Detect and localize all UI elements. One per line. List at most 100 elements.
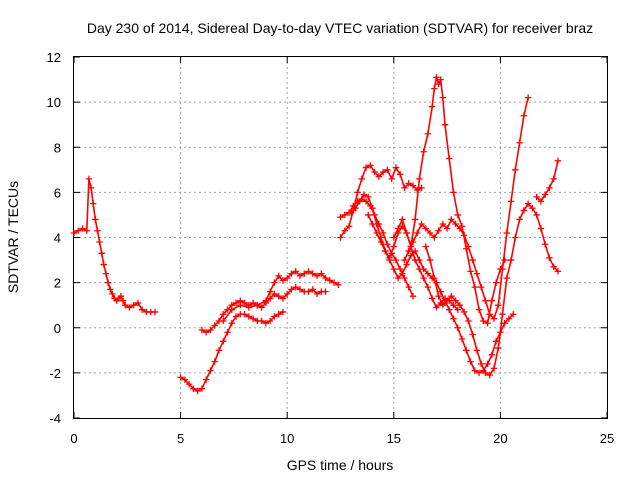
series-pass-4 bbox=[220, 268, 342, 325]
data-point bbox=[322, 288, 329, 295]
data-point bbox=[102, 270, 110, 277]
data-point bbox=[369, 220, 376, 228]
data-point bbox=[296, 272, 304, 280]
data-point bbox=[478, 360, 485, 368]
data-point bbox=[379, 168, 387, 176]
data-point bbox=[365, 211, 372, 219]
data-point bbox=[121, 301, 129, 309]
data-point bbox=[232, 299, 240, 307]
data-point bbox=[420, 265, 427, 273]
data-point bbox=[424, 130, 432, 137]
series-line bbox=[201, 286, 327, 334]
series-pass-9 bbox=[390, 74, 508, 327]
data-point bbox=[70, 229, 78, 237]
data-point bbox=[382, 247, 389, 255]
data-point bbox=[258, 317, 265, 325]
data-point bbox=[554, 268, 562, 275]
data-point bbox=[448, 216, 455, 223]
data-point bbox=[435, 292, 442, 300]
data-point bbox=[89, 200, 97, 207]
data-point bbox=[524, 94, 532, 101]
series-pass-1 bbox=[70, 175, 159, 316]
data-point bbox=[207, 367, 214, 374]
data-point bbox=[399, 270, 406, 277]
data-point bbox=[232, 313, 240, 320]
data-point bbox=[367, 162, 374, 169]
data-point bbox=[541, 241, 549, 248]
data-point bbox=[448, 292, 455, 300]
data-point bbox=[198, 385, 206, 392]
series-pass-12 bbox=[533, 157, 562, 205]
data-point bbox=[85, 175, 93, 183]
y-tick-label: 8 bbox=[54, 140, 61, 155]
data-point bbox=[266, 295, 274, 302]
data-point bbox=[541, 191, 549, 198]
data-point bbox=[533, 211, 540, 219]
data-point bbox=[211, 358, 218, 365]
data-point bbox=[495, 301, 502, 309]
series-pass-2 bbox=[177, 308, 287, 395]
data-point bbox=[420, 148, 427, 155]
data-point bbox=[237, 301, 244, 309]
data-point bbox=[100, 261, 108, 268]
data-point bbox=[394, 274, 402, 282]
data-point bbox=[467, 268, 474, 275]
data-point bbox=[181, 376, 189, 383]
data-point bbox=[488, 297, 496, 304]
data-point bbox=[134, 299, 142, 307]
data-point bbox=[104, 279, 112, 286]
data-point bbox=[509, 311, 517, 318]
data-point bbox=[492, 338, 500, 345]
data-point bbox=[198, 326, 206, 334]
data-point bbox=[454, 211, 461, 219]
data-point bbox=[139, 306, 146, 313]
data-point bbox=[467, 358, 474, 365]
data-point bbox=[390, 234, 397, 241]
data-point bbox=[98, 250, 105, 257]
y-tick-label: -2 bbox=[49, 366, 61, 381]
data-point bbox=[388, 175, 395, 183]
data-point bbox=[318, 270, 325, 277]
data-point bbox=[446, 306, 453, 313]
data-point bbox=[87, 184, 95, 192]
x-tick-label: 0 bbox=[70, 431, 77, 446]
data-point bbox=[454, 324, 461, 331]
data-point bbox=[431, 274, 438, 282]
data-point bbox=[245, 313, 253, 320]
data-point bbox=[401, 184, 408, 192]
data-point bbox=[130, 301, 137, 309]
data-point bbox=[418, 220, 425, 228]
data-point bbox=[512, 166, 519, 174]
data-point bbox=[550, 175, 557, 183]
data-point bbox=[443, 225, 451, 232]
y-tick-label: 2 bbox=[54, 276, 61, 291]
data-point bbox=[369, 204, 376, 212]
data-point bbox=[456, 225, 464, 232]
x-tick-label: 25 bbox=[600, 431, 614, 446]
data-point bbox=[109, 290, 116, 298]
data-point bbox=[407, 252, 415, 259]
data-point bbox=[386, 256, 393, 264]
data-point bbox=[471, 367, 479, 374]
chart-title: Day 230 of 2014, Sidereal Day-to-day VTE… bbox=[87, 20, 593, 36]
data-point bbox=[271, 290, 278, 298]
data-point bbox=[546, 184, 553, 192]
data-point bbox=[362, 198, 370, 205]
data-point bbox=[379, 229, 387, 237]
series-pass-8 bbox=[365, 211, 517, 377]
data-point bbox=[284, 290, 291, 298]
data-point bbox=[520, 112, 528, 119]
x-tick-label: 20 bbox=[493, 431, 507, 446]
data-point bbox=[279, 295, 287, 302]
data-point bbox=[271, 279, 278, 286]
data-point bbox=[473, 270, 481, 277]
data-point bbox=[550, 263, 557, 271]
data-point bbox=[452, 220, 459, 228]
data-point bbox=[335, 281, 342, 289]
data-point bbox=[337, 234, 344, 241]
data-point bbox=[469, 331, 476, 338]
data-point bbox=[401, 256, 408, 264]
data-point bbox=[341, 211, 348, 219]
data-point bbox=[207, 326, 214, 334]
